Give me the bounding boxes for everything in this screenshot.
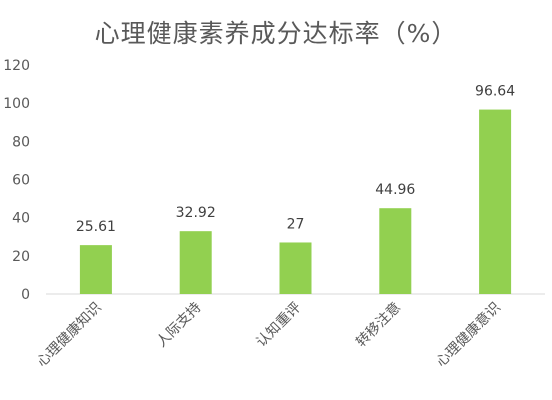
data-label: 27 [287, 216, 305, 232]
bar [479, 109, 512, 294]
y-tick-label: 120 [3, 58, 30, 74]
category-label: 人际支持 [154, 300, 205, 351]
bar [279, 242, 312, 294]
y-tick-label: 80 [12, 134, 30, 150]
y-tick-label: 60 [12, 173, 30, 189]
y-tick-label: 40 [12, 211, 30, 227]
bar [179, 231, 212, 294]
bar [379, 208, 412, 294]
category-label: 心理健康意识 [433, 299, 504, 370]
y-tick-label: 100 [3, 96, 30, 112]
data-label: 44.96 [375, 182, 415, 198]
data-label: 25.61 [76, 219, 116, 235]
y-tick-label: 20 [12, 249, 30, 265]
y-tick-label: 0 [21, 287, 30, 303]
data-label: 96.64 [475, 84, 515, 100]
data-label: 32.92 [176, 205, 216, 221]
category-label: 认知重评 [253, 299, 305, 351]
chart-title: 心理健康素养成分达标率（%） [94, 19, 458, 48]
category-label: 心理健康知识 [33, 299, 104, 370]
category-label: 转移注意 [353, 299, 405, 351]
bar [79, 245, 112, 294]
